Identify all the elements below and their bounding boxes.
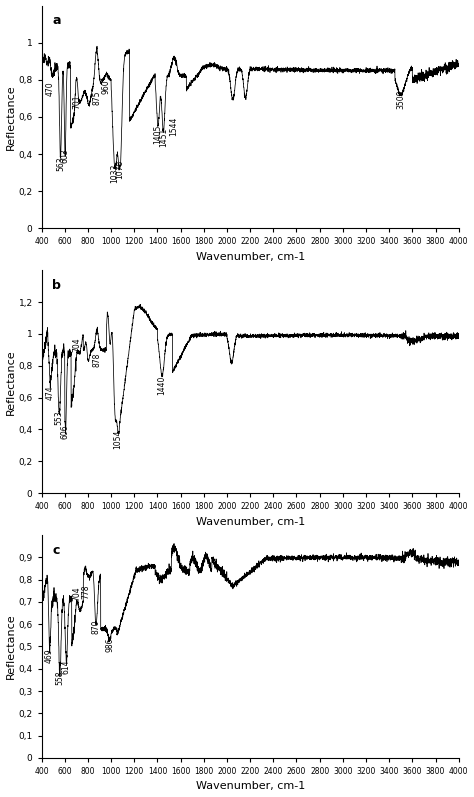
Text: 606: 606 [61, 425, 70, 439]
Text: 986: 986 [105, 638, 114, 652]
Text: 1544: 1544 [170, 117, 179, 136]
Text: 3500: 3500 [396, 89, 405, 108]
Text: b: b [52, 279, 61, 292]
Text: 553: 553 [55, 410, 64, 425]
Text: 870: 870 [91, 620, 100, 634]
Text: 469: 469 [45, 649, 54, 663]
X-axis label: Wavenumber, cm-1: Wavenumber, cm-1 [196, 781, 305, 791]
Y-axis label: Reflectance: Reflectance [6, 349, 16, 414]
Text: 878: 878 [92, 353, 101, 367]
Text: 474: 474 [46, 385, 55, 399]
Text: 1054: 1054 [113, 430, 122, 449]
Text: c: c [52, 544, 59, 557]
Text: 1078: 1078 [116, 159, 125, 179]
Text: 960: 960 [102, 80, 111, 95]
Text: 563: 563 [56, 156, 65, 171]
Text: 701: 701 [72, 95, 81, 109]
Text: 470: 470 [45, 81, 54, 96]
Text: 558: 558 [55, 671, 64, 685]
Text: 1033: 1033 [110, 163, 119, 183]
Text: 603: 603 [61, 148, 70, 163]
X-axis label: Wavenumber, cm-1: Wavenumber, cm-1 [196, 516, 305, 527]
Text: 704: 704 [73, 337, 82, 351]
Text: 1440: 1440 [157, 375, 166, 395]
Text: 875: 875 [92, 91, 101, 105]
Text: 704: 704 [73, 587, 82, 601]
Y-axis label: Reflectance: Reflectance [6, 614, 16, 679]
Text: 1451: 1451 [159, 128, 168, 147]
X-axis label: Wavenumber, cm-1: Wavenumber, cm-1 [196, 252, 305, 262]
Y-axis label: Reflectance: Reflectance [6, 84, 16, 150]
Text: a: a [52, 14, 61, 27]
Text: 778: 778 [81, 584, 90, 599]
Text: 614: 614 [62, 660, 71, 674]
Text: 1405: 1405 [154, 124, 163, 143]
